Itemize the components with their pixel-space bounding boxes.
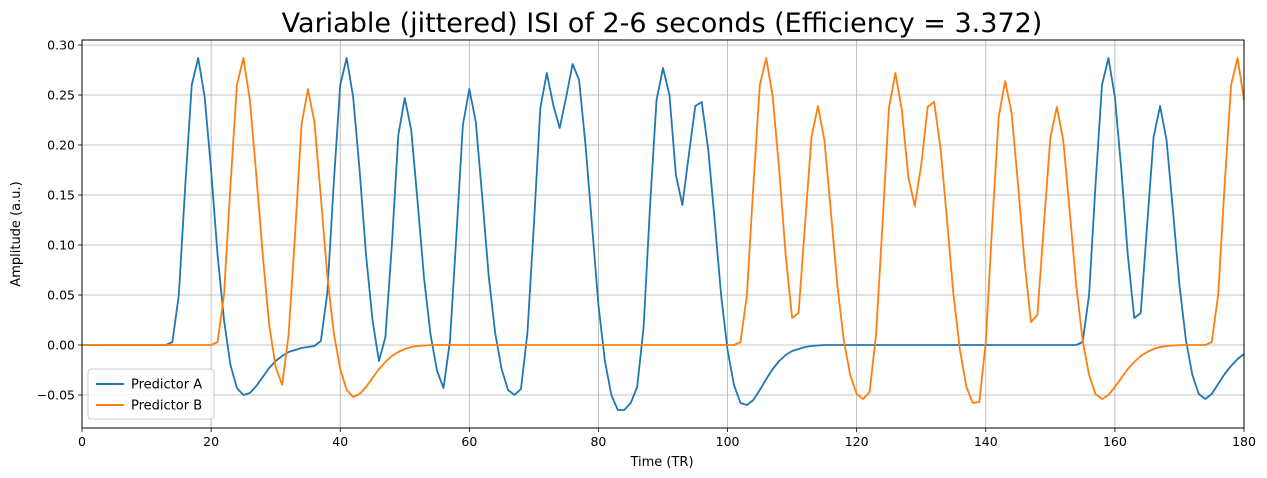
y-tick-label: 0.25 <box>47 88 75 103</box>
legend-label-predictor-a: Predictor A <box>131 378 202 393</box>
grid <box>81 40 1245 428</box>
y-tick-label: 0.00 <box>47 338 75 353</box>
series-group <box>82 57 1245 411</box>
chart-title: Variable (jittered) ISI of 2-6 seconds (… <box>282 8 1043 39</box>
x-tick-label: 20 <box>203 434 219 449</box>
legend: Predictor A Predictor B <box>87 368 215 420</box>
y-tick-label: 0.05 <box>47 288 75 303</box>
y-tick-label: 0.20 <box>47 138 75 153</box>
x-tick-label: 0 <box>78 434 86 449</box>
x-tick-label: 120 <box>845 434 869 449</box>
axis-ticks: 0 20 40 60 80 100 120 140 160 180 −0.05 0.00 0.05 0.1… <box>37 38 1256 450</box>
x-tick-label: 60 <box>461 434 477 449</box>
series-line-predictor-b <box>82 57 1245 404</box>
plot-frame <box>81 39 1245 429</box>
x-tick-label: 180 <box>1232 434 1256 449</box>
series-line-predictor-a <box>82 57 1245 411</box>
y-tick-label: −0.05 <box>37 388 75 403</box>
x-tick-label: 40 <box>332 434 348 449</box>
x-tick-label: 80 <box>590 434 606 449</box>
x-tick-label: 140 <box>974 434 998 449</box>
x-tick-label: 100 <box>716 434 740 449</box>
y-tick-label: 0.10 <box>47 238 75 253</box>
legend-label-predictor-b: Predictor B <box>131 399 202 414</box>
x-tick-label: 160 <box>1103 434 1127 449</box>
x-axis-label: Time (TR) <box>629 455 693 470</box>
y-axis-label: Amplitude (a.u.) <box>9 181 24 286</box>
y-tick-label: 0.15 <box>47 188 75 203</box>
y-tick-label: 0.30 <box>47 38 75 53</box>
legend-box <box>87 368 215 420</box>
